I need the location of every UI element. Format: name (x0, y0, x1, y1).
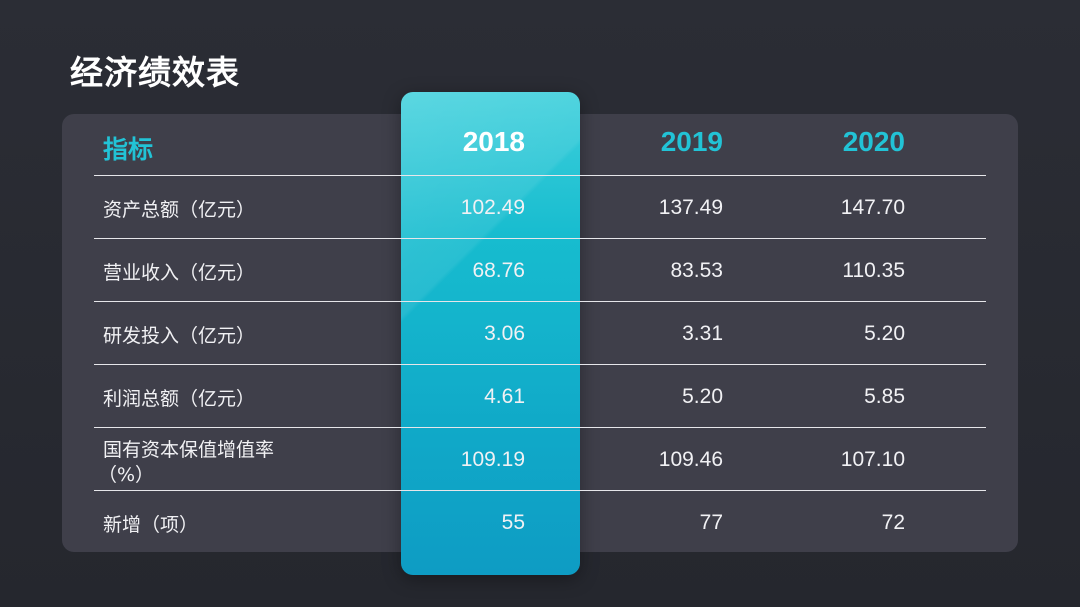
header-indicator-label: 指标 (103, 135, 154, 164)
cell-rd-2019: 3.31 (682, 322, 723, 345)
row-label-total-assets: 资产总额（亿元） (103, 199, 256, 221)
highlight-column-2018 (401, 92, 580, 575)
row-label-revenue: 营业收入（亿元） (103, 262, 256, 284)
row-divider (94, 490, 986, 491)
row-label-capital-preservation-unit: （%） (98, 464, 155, 486)
page-title: 经济绩效表 (70, 53, 240, 92)
row-label-total-profit: 利润总额（亿元） (103, 388, 256, 410)
cell-profit-2019: 5.20 (682, 385, 723, 408)
cell-new-2019: 77 (699, 511, 723, 534)
cell-total-assets-2019: 137.49 (658, 196, 723, 219)
cell-revenue-2019: 83.53 (670, 259, 723, 282)
cell-revenue-2020: 110.35 (842, 259, 905, 282)
row-divider (94, 301, 986, 302)
cell-total-assets-2020: 147.70 (840, 196, 905, 219)
header-year-2020: 2020 (842, 126, 905, 157)
cell-revenue-2018: 68.76 (472, 259, 525, 282)
row-divider (94, 427, 986, 428)
cell-new-2018: 55 (501, 511, 525, 534)
row-label-rd-investment: 研发投入（亿元） (103, 325, 256, 347)
cell-profit-2020: 5.85 (864, 385, 905, 408)
cell-profit-2018: 4.61 (484, 385, 525, 408)
header-year-2018: 2018 (462, 126, 525, 157)
cell-total-assets-2018: 102.49 (460, 196, 525, 219)
cell-capital-2019: 109.46 (658, 448, 723, 471)
row-divider (94, 364, 986, 365)
header-year-2019: 2019 (660, 126, 723, 157)
cell-rd-2018: 3.06 (484, 322, 525, 345)
row-divider (94, 175, 986, 176)
cell-capital-2018: 109.19 (460, 448, 525, 471)
row-divider (94, 238, 986, 239)
cell-capital-2020: 107.10 (840, 448, 905, 471)
cell-rd-2020: 5.20 (864, 322, 905, 345)
row-label-capital-preservation: 国有资本保值增值率 (103, 439, 275, 461)
row-label-new-items: 新增（项） (103, 514, 199, 536)
cell-new-2020: 72 (881, 511, 905, 534)
